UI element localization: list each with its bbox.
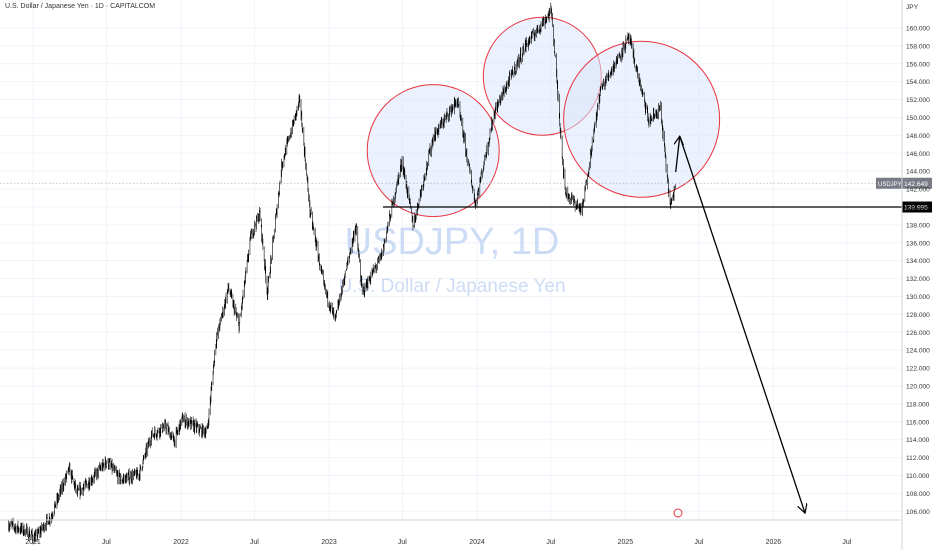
y-tick-label: 148.000 <box>906 133 930 140</box>
y-tick-label: 138.000 <box>906 222 930 229</box>
y-tick-label: 114.000 <box>906 437 930 444</box>
y-tick-label: 136.000 <box>906 240 930 247</box>
watermark-symbol: USDJPY, 1D <box>345 221 560 263</box>
y-tick-label: 130.000 <box>906 294 930 301</box>
x-tick-label: 2025 <box>618 539 634 546</box>
x-tick-label: Jul <box>546 539 555 546</box>
y-tick-label: 128.000 <box>906 312 930 319</box>
pattern-circle <box>366 84 500 218</box>
watermark-name: U.S. Dollar / Japanese Yen <box>338 276 565 297</box>
x-tick-label: Jul <box>250 539 259 546</box>
y-tick-label: 154.000 <box>906 79 930 86</box>
y-tick-label: 110.000 <box>906 473 930 480</box>
last-price-symbol-tag <box>876 177 902 189</box>
y-tick-label: 120.000 <box>906 383 930 390</box>
y-tick-label: 132.000 <box>906 276 930 283</box>
x-tick-label: 2023 <box>321 539 337 546</box>
x-tick-label: Jul <box>842 539 851 546</box>
last-price-value: 142.649 <box>904 181 928 188</box>
y-tick-label: 126.000 <box>906 330 930 337</box>
currency-label: JPY <box>906 4 919 11</box>
pattern-circle <box>563 40 721 198</box>
event-marker-icon <box>673 508 683 518</box>
y-tick-label: 124.000 <box>906 348 930 355</box>
y-tick-label: 158.000 <box>906 43 930 50</box>
projection-arrow <box>676 136 680 173</box>
x-tick-label: Jul <box>102 539 111 546</box>
y-tick-label: 152.000 <box>906 97 930 104</box>
x-tick-label: 2021 <box>25 539 41 546</box>
x-tick-label: Jul <box>694 539 703 546</box>
header-interval: 1D <box>94 3 104 10</box>
support-level-tag <box>902 201 932 213</box>
support-level-value: 139.995 <box>904 205 928 212</box>
y-tick-label: 156.000 <box>906 61 930 68</box>
y-tick-label: 134.000 <box>906 258 930 265</box>
header-exchange: CAPITALCOM <box>110 3 156 10</box>
y-tick-label: 106.000 <box>906 509 930 516</box>
y-tick-label: 108.000 <box>906 491 930 498</box>
x-tick-label: 2024 <box>469 539 485 546</box>
y-tick-label: 112.000 <box>906 455 930 462</box>
y-tick-label: 118.000 <box>906 401 930 408</box>
last-price-symbol: USDJPY <box>878 182 902 188</box>
y-tick-label: 122.000 <box>906 366 930 373</box>
projection-arrow <box>679 136 805 513</box>
y-tick-label: 144.000 <box>906 169 930 176</box>
y-tick-label: 160.000 <box>906 25 930 32</box>
y-tick-label: 116.000 <box>906 419 930 426</box>
x-tick-label: 2026 <box>766 539 782 546</box>
x-tick-label: Jul <box>398 539 407 546</box>
x-tick-label: 2022 <box>173 539 189 546</box>
y-tick-label: 150.000 <box>906 115 930 122</box>
header-title: U.S. Dollar / Japanese Yen <box>5 3 89 10</box>
chart-header: U.S. Dollar / Japanese Yen · 1D · CAPITA… <box>5 3 156 10</box>
y-tick-label: 140.000 <box>906 204 930 211</box>
y-tick-label: 142.000 <box>906 187 930 194</box>
y-tick-label: 146.000 <box>906 151 930 158</box>
last-price-tag <box>902 177 932 189</box>
